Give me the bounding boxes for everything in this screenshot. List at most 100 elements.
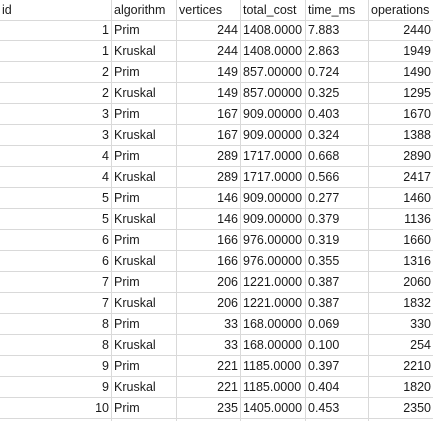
cell-operations[interactable]: 1490 — [369, 62, 433, 83]
cell-vertices[interactable]: 149 — [177, 62, 241, 83]
cell-operations[interactable]: 1949 — [369, 41, 433, 62]
cell-operations[interactable]: 330 — [369, 314, 433, 335]
cell-operations[interactable]: 1460 — [369, 188, 433, 209]
cell-algorithm[interactable]: Prim — [112, 104, 177, 125]
cell-id[interactable]: 9 — [0, 356, 112, 377]
cell-total-cost[interactable]: 168.00000 — [241, 335, 306, 356]
cell-algorithm[interactable]: Prim — [112, 62, 177, 83]
cell-id[interactable]: 8 — [0, 335, 112, 356]
cell-vertices[interactable]: 221 — [177, 356, 241, 377]
cell-algorithm[interactable]: Prim — [112, 272, 177, 293]
cell-total-cost[interactable]: 1408.0000 — [241, 41, 306, 62]
header-cell-id[interactable]: id — [0, 0, 112, 21]
cell-operations[interactable]: 1295 — [369, 83, 433, 104]
cell-time-ms[interactable]: 0.315 — [306, 419, 369, 421]
cell-total-cost[interactable]: 909.00000 — [241, 209, 306, 230]
cell-time-ms[interactable]: 0.069 — [306, 314, 369, 335]
cell-algorithm[interactable]: Kruskal — [112, 251, 177, 272]
cell-vertices[interactable]: 206 — [177, 293, 241, 314]
cell-time-ms[interactable]: 0.324 — [306, 125, 369, 146]
cell-total-cost[interactable]: 1717.0000 — [241, 167, 306, 188]
cell-id[interactable]: 9 — [0, 377, 112, 398]
header-cell-algorithm[interactable]: algorithm — [112, 0, 177, 21]
cell-time-ms[interactable]: 0.355 — [306, 251, 369, 272]
header-cell-time-ms[interactable]: time_ms — [306, 0, 369, 21]
cell-id[interactable]: 10 — [0, 398, 112, 419]
cell-vertices[interactable]: 244 — [177, 41, 241, 62]
header-cell-total-cost[interactable]: total_cost — [241, 0, 306, 21]
cell-algorithm[interactable]: Kruskal — [112, 377, 177, 398]
cell-id[interactable]: 1 — [0, 20, 112, 41]
cell-total-cost[interactable]: 976.00000 — [241, 251, 306, 272]
cell-total-cost[interactable]: 976.00000 — [241, 230, 306, 251]
cell-vertices[interactable]: 289 — [177, 167, 241, 188]
cell-operations[interactable]: 1832 — [369, 293, 433, 314]
cell-total-cost[interactable]: 1185.0000 — [241, 377, 306, 398]
cell-id[interactable]: 5 — [0, 188, 112, 209]
cell-algorithm[interactable]: Prim — [112, 20, 177, 41]
cell-id[interactable]: 3 — [0, 125, 112, 146]
cell-algorithm[interactable]: Kruskal — [112, 209, 177, 230]
header-cell-operations[interactable]: operations — [369, 0, 433, 21]
cell-total-cost[interactable]: 1221.0000 — [241, 272, 306, 293]
cell-algorithm[interactable]: Prim — [112, 356, 177, 377]
cell-time-ms[interactable]: 2.863 — [306, 41, 369, 62]
cell-vertices[interactable]: 33 — [177, 314, 241, 335]
cell-total-cost[interactable]: 168.00000 — [241, 314, 306, 335]
cell-id[interactable]: 10 — [0, 419, 112, 421]
cell-algorithm[interactable]: Prim — [112, 146, 177, 167]
cell-algorithm[interactable]: Prim — [112, 188, 177, 209]
cell-id[interactable]: 8 — [0, 314, 112, 335]
cell-id[interactable]: 7 — [0, 272, 112, 293]
cell-time-ms[interactable]: 0.379 — [306, 209, 369, 230]
cell-operations[interactable]: 2417 — [369, 167, 433, 188]
cell-algorithm[interactable]: Prim — [112, 314, 177, 335]
cell-id[interactable]: 4 — [0, 146, 112, 167]
cell-operations[interactable]: 1820 — [369, 377, 433, 398]
cell-total-cost[interactable]: 1185.0000 — [241, 356, 306, 377]
cell-time-ms[interactable]: 0.724 — [306, 62, 369, 83]
cell-algorithm[interactable]: Kruskal — [112, 41, 177, 62]
cell-vertices[interactable]: 289 — [177, 146, 241, 167]
cell-total-cost[interactable]: 1405.0000 — [241, 398, 306, 419]
cell-operations[interactable]: 2350 — [369, 398, 433, 419]
cell-algorithm[interactable]: Prim — [112, 230, 177, 251]
cell-operations[interactable]: 1136 — [369, 209, 433, 230]
cell-operations[interactable]: 1316 — [369, 251, 433, 272]
cell-vertices[interactable]: 33 — [177, 335, 241, 356]
cell-time-ms[interactable]: 0.277 — [306, 188, 369, 209]
cell-time-ms[interactable]: 0.397 — [306, 356, 369, 377]
cell-time-ms[interactable]: 0.387 — [306, 293, 369, 314]
cell-operations[interactable]: 2440 — [369, 20, 433, 41]
cell-time-ms[interactable]: 0.319 — [306, 230, 369, 251]
cell-total-cost[interactable]: 1405.0000 — [241, 419, 306, 421]
cell-time-ms[interactable]: 0.100 — [306, 335, 369, 356]
cell-total-cost[interactable]: 1408.0000 — [241, 20, 306, 41]
cell-operations[interactable]: 2060 — [369, 272, 433, 293]
cell-id[interactable]: 1 — [0, 41, 112, 62]
cell-vertices[interactable]: 244 — [177, 20, 241, 41]
header-cell-vertices[interactable]: vertices — [177, 0, 241, 21]
cell-vertices[interactable]: 221 — [177, 377, 241, 398]
cell-algorithm[interactable]: Prim — [112, 398, 177, 419]
cell-operations[interactable]: 2890 — [369, 146, 433, 167]
cell-time-ms[interactable]: 0.325 — [306, 83, 369, 104]
cell-vertices[interactable]: 149 — [177, 83, 241, 104]
cell-time-ms[interactable]: 0.566 — [306, 167, 369, 188]
cell-algorithm[interactable]: Kruskal — [112, 293, 177, 314]
cell-total-cost[interactable]: 909.00000 — [241, 188, 306, 209]
cell-time-ms[interactable]: 0.403 — [306, 104, 369, 125]
cell-total-cost[interactable]: 857.00000 — [241, 83, 306, 104]
cell-vertices[interactable]: 167 — [177, 125, 241, 146]
cell-vertices[interactable]: 235 — [177, 398, 241, 419]
cell-operations[interactable]: 1388 — [369, 125, 433, 146]
cell-vertices[interactable]: 146 — [177, 188, 241, 209]
cell-total-cost[interactable]: 1221.0000 — [241, 293, 306, 314]
cell-operations[interactable]: 2210 — [369, 356, 433, 377]
cell-vertices[interactable]: 206 — [177, 272, 241, 293]
cell-id[interactable]: 6 — [0, 230, 112, 251]
cell-time-ms[interactable]: 7.883 — [306, 20, 369, 41]
cell-time-ms[interactable]: 0.453 — [306, 398, 369, 419]
cell-algorithm[interactable]: Kruskal — [112, 335, 177, 356]
cell-total-cost[interactable]: 857.00000 — [241, 62, 306, 83]
